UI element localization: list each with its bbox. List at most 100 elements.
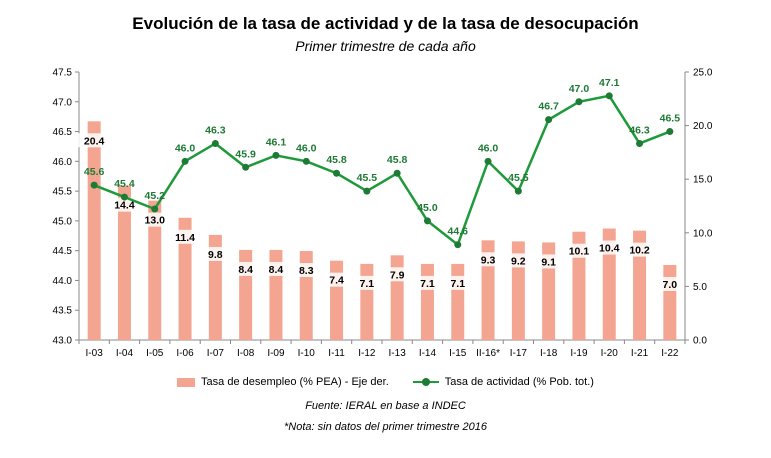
- bar: [360, 263, 374, 340]
- bar-data-label: 7.4: [329, 275, 344, 287]
- bar-label-bg: [445, 275, 471, 290]
- y-left-tick-label: 43.0: [53, 336, 73, 347]
- activity-point: [242, 163, 250, 171]
- bar-data-label: 11.4: [175, 232, 195, 244]
- x-tick-label: I-14: [419, 348, 437, 359]
- bar: [208, 234, 222, 340]
- legend-item-unemployment: Tasa de desempleo (% PEA) - Eje der.: [177, 376, 389, 388]
- bar: [178, 217, 192, 340]
- chart-legend: Tasa de desempleo (% PEA) - Eje der. Tas…: [0, 376, 771, 388]
- activity-point: [363, 187, 371, 195]
- bar: [451, 263, 465, 340]
- bar-data-label: 7.0: [663, 279, 678, 291]
- x-tick-label: I-19: [570, 348, 588, 359]
- activity-point: [514, 187, 522, 195]
- x-tick-label: I-03: [86, 348, 104, 359]
- activity-point: [151, 205, 159, 213]
- activity-point: [211, 139, 219, 147]
- line-data-label: 45.4: [114, 178, 135, 190]
- bar-data-label: 9.3: [481, 254, 496, 266]
- activity-point: [545, 116, 553, 124]
- bar-data-label: 7.1: [360, 278, 375, 290]
- x-tick-label: I-13: [389, 348, 407, 359]
- activity-point: [333, 169, 341, 177]
- bar-data-label: 10.2: [629, 245, 650, 257]
- bar-label-bg: [593, 240, 626, 255]
- line-data-label: 47.0: [569, 83, 590, 95]
- line-data-label: 46.0: [296, 142, 317, 154]
- activity-line: [93, 94, 671, 247]
- x-tick-label: I-20: [601, 348, 619, 359]
- bar-data-label: 7.1: [450, 278, 465, 290]
- x-tick-label: I-15: [449, 348, 467, 359]
- bar: [633, 230, 647, 340]
- legend-bar-swatch: [177, 377, 196, 387]
- line-data-label: 46.5: [660, 113, 681, 125]
- x-tick-label: I-17: [510, 348, 528, 359]
- line-data-label: 46.3: [205, 124, 226, 136]
- bar-data-label: 9.8: [208, 249, 223, 261]
- bar: [148, 200, 162, 340]
- line-data-label: 45.6: [84, 166, 105, 178]
- line-data-label: 45.5: [508, 172, 529, 184]
- x-tick-label: I-22: [661, 348, 679, 359]
- bar-label-bg: [536, 254, 562, 269]
- bar: [663, 264, 677, 340]
- bar: [602, 228, 616, 340]
- activity-point: [484, 157, 492, 165]
- bar-label-bg: [202, 246, 228, 261]
- bar-data-label: 7.1: [420, 278, 435, 290]
- activity-point: [302, 157, 310, 165]
- activity-point: [454, 241, 462, 249]
- line-data-label: 45.0: [417, 202, 438, 214]
- x-tick-label: I-21: [631, 348, 649, 359]
- x-tick-label: I-08: [237, 348, 255, 359]
- y-left-tick-label: 44.5: [53, 246, 73, 257]
- bar-data-label: 8.4: [238, 264, 253, 276]
- x-tick-label: I-12: [358, 348, 376, 359]
- bar-label-bg: [475, 252, 501, 267]
- activity-point: [90, 181, 98, 189]
- activity-point: [575, 98, 583, 106]
- chart-source: Fuente: IERAL en base a INDEC: [305, 400, 466, 412]
- y-left-tick-label: 46.0: [53, 157, 73, 168]
- activity-point: [636, 139, 644, 147]
- bar-label-bg: [323, 272, 350, 287]
- bar-label-bg: [657, 276, 683, 291]
- x-tick-label: I-07: [207, 348, 225, 359]
- line-data-label: 45.8: [387, 154, 408, 166]
- x-tick-label: I-18: [540, 348, 558, 359]
- bar-data-label: 10.4: [599, 243, 620, 255]
- line-data-label: 46.7: [538, 101, 559, 113]
- bar-label-bg: [384, 267, 410, 282]
- legend-label-activity: Tasa de actividad (% Pob. tot.): [444, 376, 594, 388]
- bar: [572, 231, 586, 340]
- line-data-label: 46.0: [175, 142, 196, 154]
- y-left-tick-label: 45.5: [53, 187, 73, 198]
- line-data-label: 47.1: [599, 77, 620, 89]
- y-left-tick-label: 46.5: [53, 127, 73, 138]
- bar-data-label: 9.2: [511, 255, 526, 267]
- legend-item-activity: Tasa de actividad (% Pob. tot.): [412, 376, 594, 388]
- x-tick-label: I-11: [328, 348, 345, 359]
- activity-point: [666, 128, 674, 136]
- bar-label-bg: [138, 212, 171, 227]
- bar-data-label: 14.4: [114, 200, 135, 212]
- bar: [330, 260, 344, 340]
- bar-data-label: 10.1: [569, 246, 590, 258]
- legend-label-unemployment: Tasa de desempleo (% PEA) - Eje der.: [201, 376, 389, 388]
- activity-point: [393, 169, 401, 177]
- bar-label-bg: [293, 263, 319, 278]
- bar-data-label: 7.9: [390, 269, 405, 281]
- y-right-tick-label: 15.0: [693, 175, 713, 186]
- activity-point: [181, 157, 189, 165]
- bar-data-label: 20.4: [84, 135, 105, 147]
- bar-data-label: 13.0: [145, 215, 166, 227]
- line-data-label: 46.1: [266, 136, 287, 148]
- activity-point: [120, 193, 128, 201]
- chart-title: Evolución de la tasa de actividad y de l…: [132, 14, 639, 33]
- bar-label-bg: [233, 261, 259, 276]
- line-data-label: 45.2: [145, 190, 166, 202]
- y-right-tick-label: 20.0: [693, 121, 713, 132]
- bar: [420, 263, 434, 340]
